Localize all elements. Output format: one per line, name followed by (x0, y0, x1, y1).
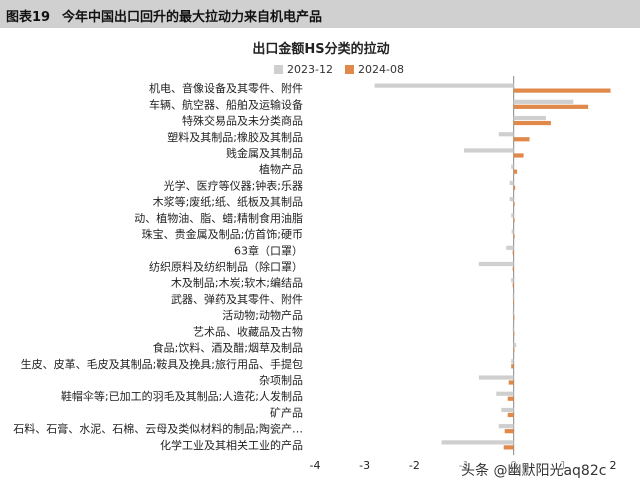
figure-header-bar: 图表19 今年中国出口回升的最大拉动力来自机电产品 (0, 0, 640, 28)
bar-202312-2 (513, 115, 546, 121)
category-label: 化学工业及其相关工业的产品 (160, 438, 303, 452)
category-label: 塑料及其制品;橡胶及其制品 (167, 130, 303, 144)
bar-202312-1 (513, 99, 574, 104)
bar-202408-4 (513, 153, 524, 158)
bar-202408-0 (513, 88, 611, 93)
legend-swatch-2024 (345, 65, 354, 74)
bar-202312-19 (496, 391, 514, 396)
bar-202408-21 (504, 429, 514, 434)
bar-202408-3 (513, 137, 530, 142)
bar-202312-16 (513, 342, 517, 348)
category-label: 珠宝、贵金属及制品;仿首饰;硬币 (142, 227, 303, 241)
bar-202408-5 (513, 169, 518, 174)
bar-202312-11 (478, 261, 514, 267)
bar-202408-20 (507, 412, 514, 418)
bar-202312-7 (509, 197, 514, 202)
x-tick-label: -2 (409, 459, 420, 472)
category-label: 动、植物油、脂、蜡;精制食用油脂 (134, 211, 303, 225)
category-label: 武器、弹药及其零件、附件 (171, 292, 303, 306)
category-label: 特殊交易品及未分类商品 (182, 114, 303, 128)
bar-202312-17 (511, 359, 514, 364)
chart-title: 出口金额HS分类的拉动 (252, 41, 389, 57)
category-label: 木浆等;废纸;纸、纸板及其制品 (153, 195, 303, 209)
bar-202408-6 (513, 185, 516, 191)
bar-202312-8 (511, 213, 514, 218)
bar-202312-22 (441, 440, 514, 445)
bar-202408-8 (513, 218, 515, 223)
category-label: 光学、医疗等仪器;钟表;乐器 (164, 178, 303, 192)
category-label: 艺术品、收藏品及古物 (193, 324, 303, 338)
bar-202408-10 (512, 250, 514, 255)
legend: 2023-12 2024-08 (274, 63, 404, 76)
legend-label-2023: 2023-12 (287, 63, 333, 76)
bar-202312-9 (511, 229, 514, 234)
bar-202312-12 (511, 278, 514, 283)
bar-202408-13 (513, 299, 514, 304)
bar-202312-0 (374, 83, 514, 88)
bar-202408-12 (512, 283, 514, 288)
bar-202312-10 (506, 245, 514, 250)
x-tick-label: 2 (610, 459, 617, 472)
category-label: 63章（口罩） (234, 243, 303, 257)
category-label: 食品;饮料、酒及醋;烟草及制品 (153, 341, 303, 355)
category-label: 木及制品;木炭;软木;编结品 (171, 276, 303, 290)
bar-202312-3 (498, 132, 514, 137)
x-tick-label: -4 (310, 459, 321, 472)
bar-202408-9 (513, 234, 515, 239)
bar-202312-6 (509, 180, 514, 186)
category-label: 活动物;动物产品 (222, 308, 303, 322)
bar-202312-4 (464, 148, 514, 153)
category-label: 车辆、航空器、船舶及运输设备 (149, 97, 303, 111)
bar-202408-16 (513, 347, 515, 353)
bar-202408-7 (513, 202, 515, 207)
bar-202408-11 (512, 266, 514, 272)
bar-202408-17 (511, 364, 514, 369)
category-label: 机电、音像设备及其零件、附件 (149, 81, 303, 95)
bar-202408-22 (503, 445, 514, 450)
category-label: 贱金属及其制品 (226, 146, 303, 160)
plot-area: 机电、音像设备及其零件、附件车辆、航空器、船舶及运输设备特殊交易品及未分类商品塑… (13, 76, 617, 472)
bar-202408-18 (508, 380, 514, 385)
bar-202408-19 (507, 396, 514, 401)
bar-202408-2 (513, 120, 551, 126)
bar-202312-15 (512, 326, 514, 331)
category-label: 植物产品 (259, 162, 303, 176)
category-label: 杂项制品 (259, 374, 303, 387)
category-label: 生皮、皮革、毛皮及其制品;鞍具及挽具;旅行用品、手提包 (21, 357, 303, 371)
bar-202408-15 (513, 331, 515, 336)
figure-label: 图表19 (6, 10, 51, 25)
bar-202312-14 (512, 310, 514, 315)
category-label: 石料、石膏、水泥、石棉、云母及类似材料的制品;陶瓷产… (13, 422, 303, 436)
category-label: 纺织原料及纺织制品（除口罩） (149, 260, 303, 274)
bar-chart: 出口金额HS分类的拉动 2023-12 2024-08 机电、音像设备及其零件、… (13, 41, 617, 472)
category-label: 鞋帽伞等;已加工的羽毛及其制品;人造花;人发制品 (61, 389, 303, 403)
bar-202408-14 (513, 315, 515, 320)
legend-swatch-2023 (274, 65, 283, 74)
x-tick-label: -3 (359, 459, 370, 472)
bar-202312-21 (498, 424, 514, 429)
bar-202408-1 (513, 104, 589, 109)
legend-label-2024: 2024-08 (358, 63, 404, 76)
bar-202312-18 (478, 375, 514, 380)
watermark-text: 头条 @幽默阳光aq82c (458, 460, 610, 480)
figure-title: 今年中国出口回升的最大拉动力来自机电产品 (62, 10, 323, 25)
category-label: 矿产品 (270, 405, 303, 419)
bar-202312-13 (512, 294, 514, 299)
bar-202312-5 (511, 164, 514, 169)
bar-202312-20 (501, 407, 514, 413)
